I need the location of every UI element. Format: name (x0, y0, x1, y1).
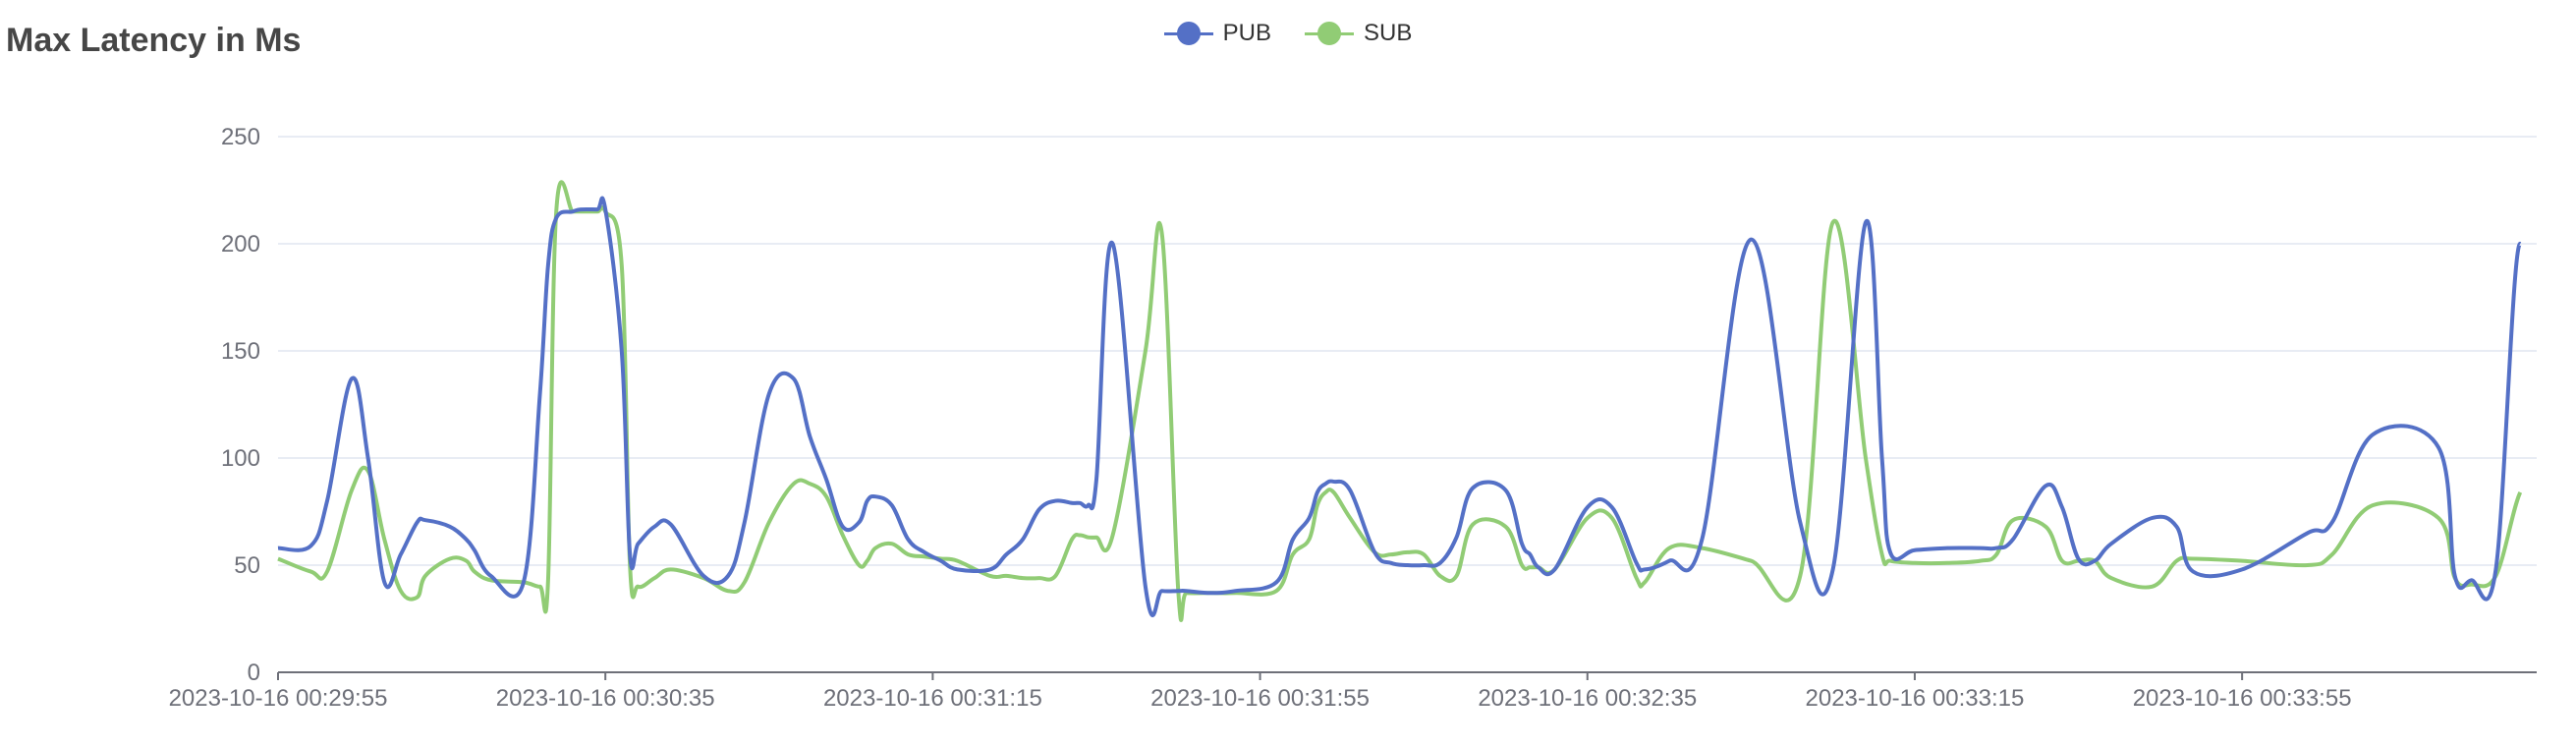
y-tick-label: 100 (221, 445, 260, 472)
legend-dot-sub (1317, 22, 1341, 45)
legend: PUB SUB (0, 20, 2576, 47)
x-tick-label: 2023-10-16 00:29:55 (169, 685, 388, 712)
legend-swatch-sub (1305, 22, 1354, 45)
y-tick-label: 250 (221, 124, 260, 150)
legend-item-pub[interactable]: PUB (1163, 20, 1271, 47)
x-tick-label: 2023-10-16 00:33:15 (1806, 685, 2025, 712)
legend-label-pub: PUB (1222, 20, 1271, 46)
legend-item-sub[interactable]: SUB (1305, 20, 1412, 47)
y-tick-label: 150 (221, 338, 260, 365)
series-line-pub (277, 196, 2523, 618)
y-tick-label: 50 (234, 552, 260, 579)
chart-title: Max Latency in Ms (6, 22, 302, 59)
legend-dot-pub (1176, 22, 1201, 45)
x-tick-label: 2023-10-16 00:30:35 (496, 685, 715, 712)
legend-swatch-pub (1163, 22, 1213, 45)
x-tick-label: 2023-10-16 00:32:35 (1478, 685, 1697, 712)
y-tick-label: 200 (221, 231, 260, 258)
legend-label-sub: SUB (1364, 20, 1413, 46)
x-tick-label: 2023-10-16 00:31:15 (823, 685, 1042, 712)
y-tick-label: 0 (248, 660, 260, 686)
x-tick-label: 2023-10-16 00:33:55 (2133, 685, 2352, 712)
x-tick-label: 2023-10-16 00:31:55 (1150, 685, 1370, 712)
